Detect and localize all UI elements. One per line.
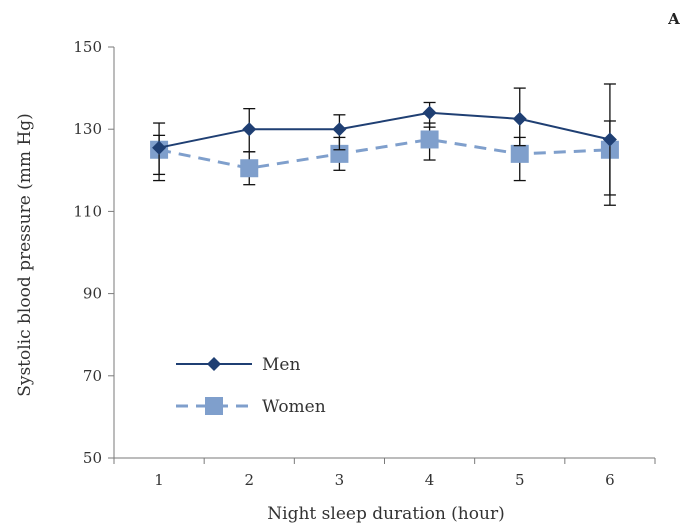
data-point-women (420, 130, 439, 149)
legend-label-women: Women (262, 397, 326, 417)
data-point-men (242, 122, 257, 137)
data-point-men (332, 122, 347, 137)
data-point-men (152, 140, 167, 155)
y-axis: 50 70 90 110 130 150 (73, 38, 115, 467)
y-axis-title: Systolic blood pressure (mm Hg) (15, 113, 35, 397)
series-layer (150, 83, 619, 206)
y-tick-label: 70 (83, 367, 102, 385)
y-tick-label: 150 (73, 38, 102, 56)
x-axis: 1 2 3 4 5 6 (113, 457, 656, 489)
x-tick-label: 4 (425, 471, 435, 489)
legend-marker-men (207, 357, 221, 371)
legend-label-men: Men (262, 355, 300, 375)
data-point-women (240, 159, 259, 178)
legend: Men Women (176, 355, 326, 417)
legend-item-men: Men (176, 355, 300, 375)
series-line-men (158, 111, 611, 149)
series-line-women (158, 137, 610, 170)
x-tick-label: 6 (605, 471, 615, 489)
panel-label: A (667, 10, 680, 28)
y-tick-label: 130 (73, 120, 102, 138)
x-tick-label: 5 (515, 471, 525, 489)
data-point-men (512, 111, 527, 126)
legend-marker-women (205, 397, 223, 415)
x-tick-label: 1 (154, 471, 164, 489)
data-point-men (602, 132, 617, 147)
x-tick-label: 2 (244, 471, 254, 489)
x-tick-label: 3 (335, 471, 345, 489)
y-tick-label: 90 (83, 285, 102, 303)
x-axis-title: Night sleep duration (hour) (267, 504, 504, 524)
y-tick-label: 110 (73, 202, 102, 220)
data-point-men (422, 105, 437, 120)
y-tick-label: 50 (83, 449, 102, 467)
legend-item-women: Women (176, 397, 326, 417)
data-point-women (510, 144, 529, 163)
